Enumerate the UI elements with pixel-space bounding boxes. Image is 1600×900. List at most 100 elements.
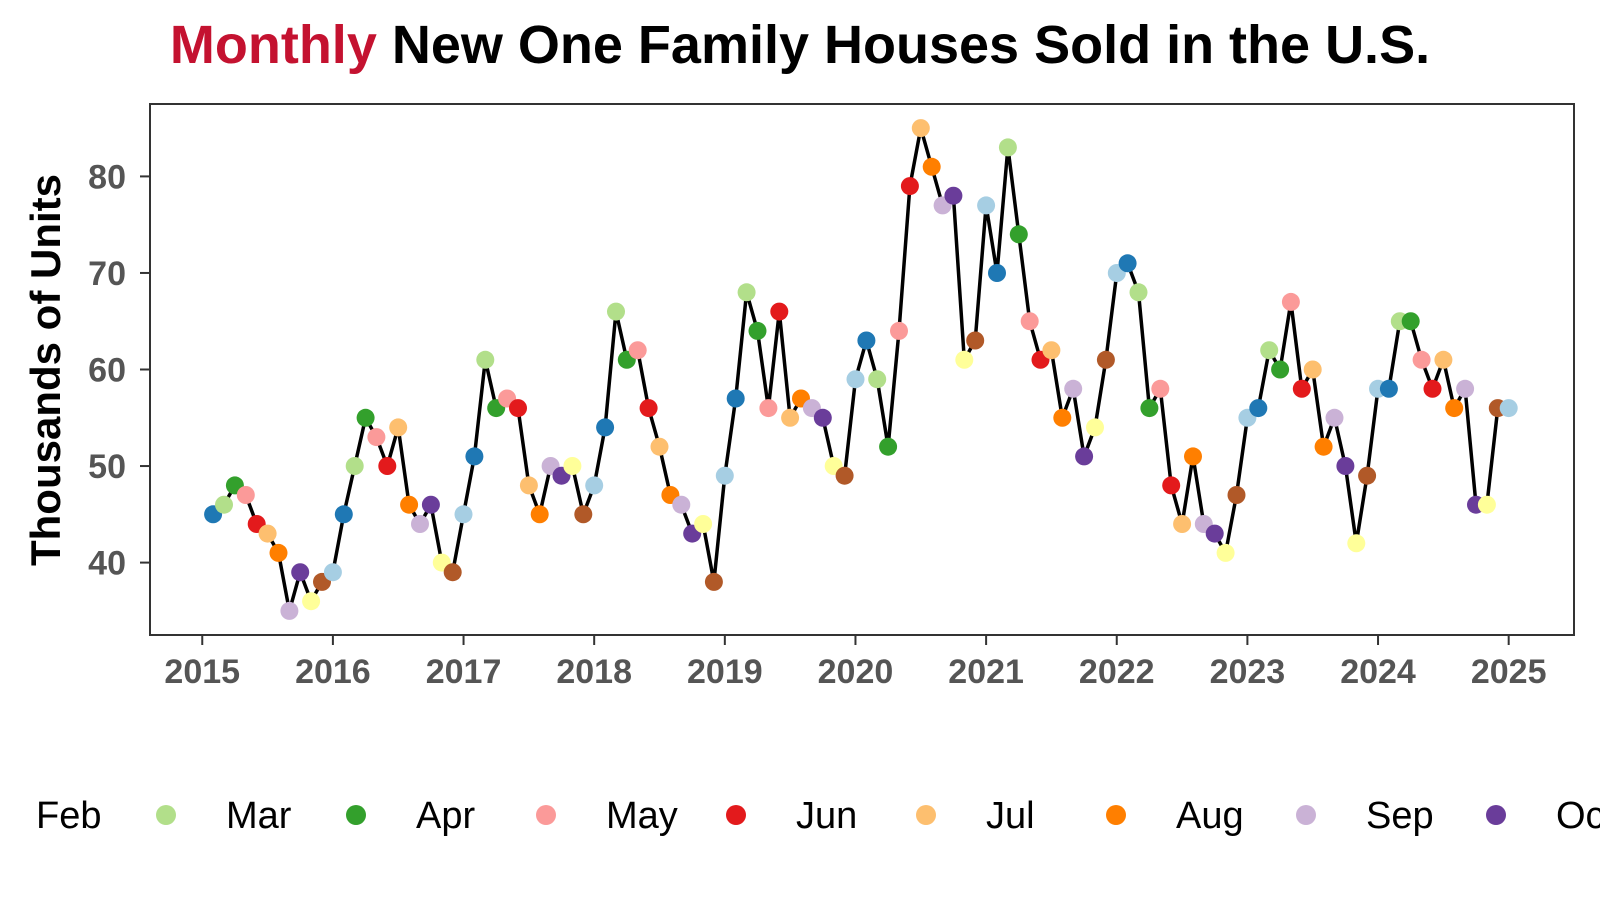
data-point-feb: [988, 264, 1006, 282]
data-point-jan: [323, 563, 342, 582]
data-point-mar: [607, 302, 625, 321]
x-tick-label: 2019: [687, 653, 763, 691]
data-point-feb: [1249, 399, 1268, 418]
data-point-nov: [1347, 534, 1366, 553]
x-tick-label: 2024: [1340, 653, 1416, 691]
data-point-jan: [715, 466, 734, 485]
data-point-dec: [966, 331, 985, 350]
data-point-may: [1151, 379, 1170, 398]
data-point-jul: [781, 408, 800, 427]
data-point-apr: [1009, 225, 1028, 244]
data-point-may: [759, 399, 778, 418]
y-tick-label: 50: [88, 448, 126, 486]
data-point-jun: [900, 177, 919, 196]
data-point-may: [1281, 292, 1300, 311]
data-point-oct: [1336, 457, 1355, 475]
legend-marker-mar: [156, 805, 176, 825]
data-point-jul: [1303, 360, 1322, 379]
data-point-sep: [672, 495, 691, 514]
data-point-sep: [1064, 379, 1083, 398]
legend-label-mar: Mar: [226, 795, 292, 837]
data-point-sep: [1456, 379, 1475, 398]
data-point-mar: [868, 370, 887, 389]
data-point-aug: [1053, 408, 1072, 427]
x-axis: 2015 2016 2017 2018 2019 2020 2021 2022 2023 2024…: [164, 635, 1546, 691]
data-point-may: [890, 321, 908, 340]
x-tick-label: 2020: [818, 653, 894, 691]
data-point-aug: [1445, 399, 1464, 418]
data-point-feb: [334, 505, 353, 524]
data-point-may: [1412, 350, 1431, 369]
data-point-jun: [639, 399, 658, 418]
x-tick-label: 2015: [164, 653, 240, 691]
data-point-jul: [911, 119, 930, 138]
chart-title: Monthly New One Family Houses Sold in th…: [0, 14, 1600, 76]
data-point-oct: [421, 495, 440, 514]
data-point-nov: [1477, 495, 1496, 514]
data-point-jan: [1499, 399, 1518, 418]
data-point-nov: [955, 350, 974, 369]
data-point-dec: [1227, 486, 1246, 504]
data-point-oct: [1205, 524, 1224, 543]
x-tick-label: 2021: [948, 653, 1024, 691]
data-point-apr: [879, 437, 898, 456]
legend-marker-apr: [346, 805, 366, 825]
legend-label-jul: Jul: [986, 795, 1035, 837]
data-point-aug: [1184, 447, 1202, 466]
data-point-dec: [1358, 466, 1377, 485]
data-point-jun: [509, 399, 527, 418]
data-point-nov: [302, 592, 321, 611]
legend-label-may: May: [606, 795, 678, 837]
y-axis-label: Thousands of Units: [22, 174, 69, 566]
data-point-dec: [574, 505, 593, 524]
data-point-feb: [1379, 379, 1398, 398]
data-point-may: [628, 341, 647, 360]
data-point-jan: [846, 370, 865, 389]
chart-title-rest: New One Family Houses Sold in the U.S.: [391, 15, 1431, 75]
data-point-jul: [258, 524, 277, 543]
y-axis: 40 50 60 70 80: [88, 158, 150, 583]
data-point-aug: [530, 505, 549, 524]
data-point-dec: [704, 572, 723, 591]
series-layer: [204, 119, 1518, 620]
data-point-jul: [1173, 515, 1192, 533]
data-point-feb: [726, 389, 745, 408]
legend-label-sep: Sep: [1366, 795, 1434, 837]
legend-marker-jun: [726, 805, 746, 825]
y-tick-label: 40: [88, 545, 126, 583]
legend-marker-jul: [916, 805, 936, 825]
data-point-jun: [1162, 476, 1181, 495]
legend-label-oct: Oct: [1556, 795, 1600, 837]
data-point-may: [1020, 312, 1039, 331]
plot-frame: [149, 103, 1575, 636]
data-point-oct: [944, 186, 963, 205]
data-point-jul: [1434, 350, 1453, 369]
data-point-apr: [748, 321, 767, 340]
data-point-aug: [400, 495, 419, 514]
legend-marker-sep: [1296, 805, 1316, 825]
x-tick-label: 2023: [1210, 653, 1286, 691]
data-point-feb: [596, 418, 615, 437]
data-point-dec: [835, 466, 854, 485]
data-point-mar: [1260, 341, 1279, 360]
data-point-jul: [519, 476, 538, 495]
data-point-aug: [922, 157, 941, 176]
data-point-dec: [443, 563, 462, 582]
y-tick-label: 80: [88, 158, 126, 196]
data-point-apr: [1401, 312, 1420, 331]
x-tick-label: 2022: [1079, 653, 1155, 691]
data-point-oct: [1075, 447, 1094, 466]
data-point-jun: [770, 302, 789, 321]
legend-label-jun: Jun: [796, 795, 857, 837]
data-point-aug: [269, 543, 288, 562]
data-point-oct: [813, 408, 832, 427]
data-point-sep: [411, 515, 429, 533]
data-point-mar: [737, 283, 756, 302]
data-point-jun: [1292, 379, 1311, 398]
data-point-jun: [378, 457, 397, 475]
chart-title-accent: Monthly: [169, 15, 377, 75]
legend-marker-may: [536, 805, 556, 825]
data-point-mar: [215, 495, 233, 514]
legend-marker-aug: [1106, 805, 1126, 825]
